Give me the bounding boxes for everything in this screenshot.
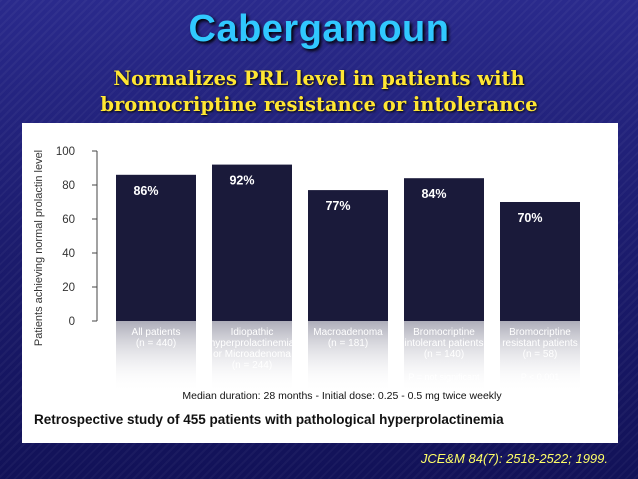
chart-caption: Retrospective study of 455 patients with…: [34, 412, 504, 427]
y-axis-label: Patients achieving normal prolactin leve…: [33, 150, 45, 346]
x-category-label: (n = 58): [523, 349, 558, 360]
x-category-label: (n = 181): [328, 338, 368, 349]
bar-reflection: [500, 321, 580, 393]
x-category-label: All patients: [132, 327, 181, 338]
y-tick-label: 60: [62, 214, 75, 226]
y-tick-label: 80: [62, 180, 75, 192]
y-tick-label: 40: [62, 248, 75, 260]
x-category-label: Bromocriptine: [509, 327, 571, 338]
bar: [500, 202, 580, 321]
bar-reflection: [212, 321, 292, 393]
x-category-label: Idiopathic: [231, 327, 274, 338]
bar-chart: Patients achieving normal prolactin leve…: [33, 146, 580, 427]
bar-value-label: 77%: [325, 199, 350, 213]
bar: [212, 164, 292, 321]
bar-value-label: 86%: [133, 184, 158, 198]
x-category-label: resistant patients: [502, 338, 578, 349]
x-category-label: (n = 244): [232, 360, 272, 371]
chart-footnote: Median duration: 28 months - Initial dos…: [182, 390, 502, 402]
slide-title: Cabergamoun: [188, 8, 450, 50]
significance-annotation: P = not significant: [408, 372, 480, 382]
x-category-label: or Microadenoma: [213, 349, 291, 360]
y-tick-label: 20: [62, 282, 75, 294]
x-category-label: (n = 140): [424, 349, 464, 360]
subtitle-line-2: bromocriptine resistance or intolerance: [100, 93, 538, 116]
slide-subtitle: Normalizes PRL level in patients with br…: [0, 66, 638, 118]
significance-annotation: P < 0.001: [521, 372, 560, 382]
y-tick-label: 0: [69, 316, 75, 328]
x-category-label: (n = 440): [136, 338, 176, 349]
bar-value-label: 70%: [517, 211, 542, 225]
bar-reflection: [308, 321, 388, 393]
x-category-label: Bromocriptine: [413, 327, 475, 338]
x-category-label: Macroadenoma: [313, 327, 383, 338]
bar-reflection: [404, 321, 484, 393]
chart-panel: Patients achieving normal prolactin leve…: [22, 123, 618, 443]
y-tick-label: 100: [56, 146, 75, 158]
bar-value-label: 92%: [229, 174, 254, 188]
bar: [404, 178, 484, 321]
x-category-label: hyperprolactinemia: [210, 338, 295, 349]
bar: [308, 190, 388, 321]
subtitle-line-1: Normalizes PRL level in patients with: [113, 67, 525, 90]
bar-value-label: 84%: [421, 187, 446, 201]
bar-reflection: [116, 321, 196, 393]
reference-citation: JCE&M 84(7): 2518-2522; 1999.: [420, 451, 608, 466]
x-category-label: intolerant patients: [405, 338, 484, 349]
bar: [116, 174, 196, 321]
